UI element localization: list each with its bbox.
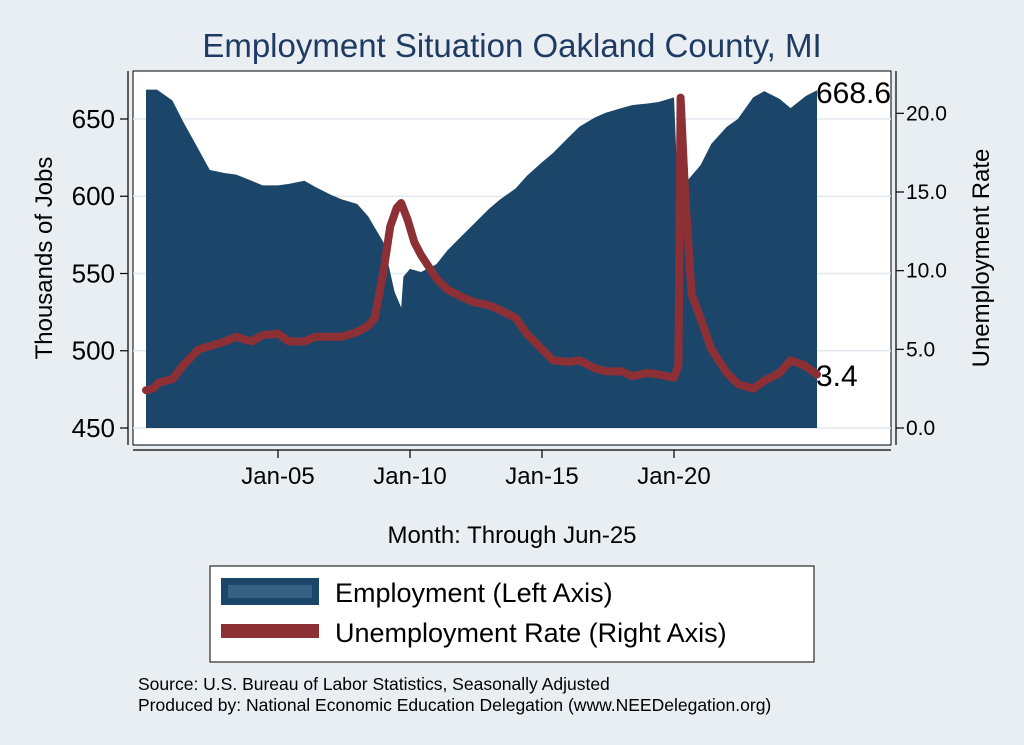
y-tick-label: 550 bbox=[72, 258, 115, 288]
chart-title: Employment Situation Oakland County, MI bbox=[202, 27, 821, 64]
producer-note: Produced by: National Economic Education… bbox=[138, 695, 771, 715]
y2-tick-label: 5.0 bbox=[906, 338, 935, 361]
legend-swatch-unemployment bbox=[221, 624, 319, 638]
axis-ticks: 450 500 550 600 650 0.0 5.0 10.0 15.0 20.0 Jan-05 J… bbox=[72, 102, 947, 490]
unemployment-line-layer bbox=[142, 93, 821, 395]
employment-end-label: 668.6 bbox=[816, 77, 891, 110]
y-axis-label: Thousands of Jobs bbox=[31, 157, 58, 360]
x-tick-label: Jan-05 bbox=[241, 463, 314, 490]
source-note: Source: U.S. Bureau of Labor Statistics,… bbox=[138, 674, 610, 694]
y2-tick-label: 15.0 bbox=[906, 181, 947, 204]
y2-tick-label: 20.0 bbox=[906, 102, 947, 125]
unemployment-end-label: 3.4 bbox=[816, 360, 858, 393]
unemployment-line bbox=[142, 93, 821, 395]
x-axis-label: Month: Through Jun-25 bbox=[387, 522, 636, 549]
x-tick-label: Jan-10 bbox=[373, 463, 446, 490]
legend: Employment (Left Axis) Unemployment Rate… bbox=[209, 565, 815, 663]
y-tick-label: 500 bbox=[72, 336, 115, 366]
y2-tick-label: 10.0 bbox=[906, 260, 947, 283]
y-tick-label: 650 bbox=[72, 104, 115, 134]
legend-label-unemployment: Unemployment Rate (Right Axis) bbox=[335, 618, 727, 648]
employment-area bbox=[146, 89, 817, 428]
employment-area-layer bbox=[146, 89, 817, 428]
y2-tick-label: 0.0 bbox=[906, 417, 935, 440]
legend-label-employment: Employment (Left Axis) bbox=[335, 578, 613, 608]
x-tick-label: Jan-15 bbox=[505, 463, 578, 490]
legend-swatch-employment-highlight bbox=[228, 585, 312, 598]
y2-axis-label: Unemployment Rate bbox=[968, 149, 995, 368]
y-tick-label: 600 bbox=[72, 181, 115, 211]
y-tick-label: 450 bbox=[72, 413, 115, 443]
x-tick-label: Jan-20 bbox=[637, 463, 710, 490]
